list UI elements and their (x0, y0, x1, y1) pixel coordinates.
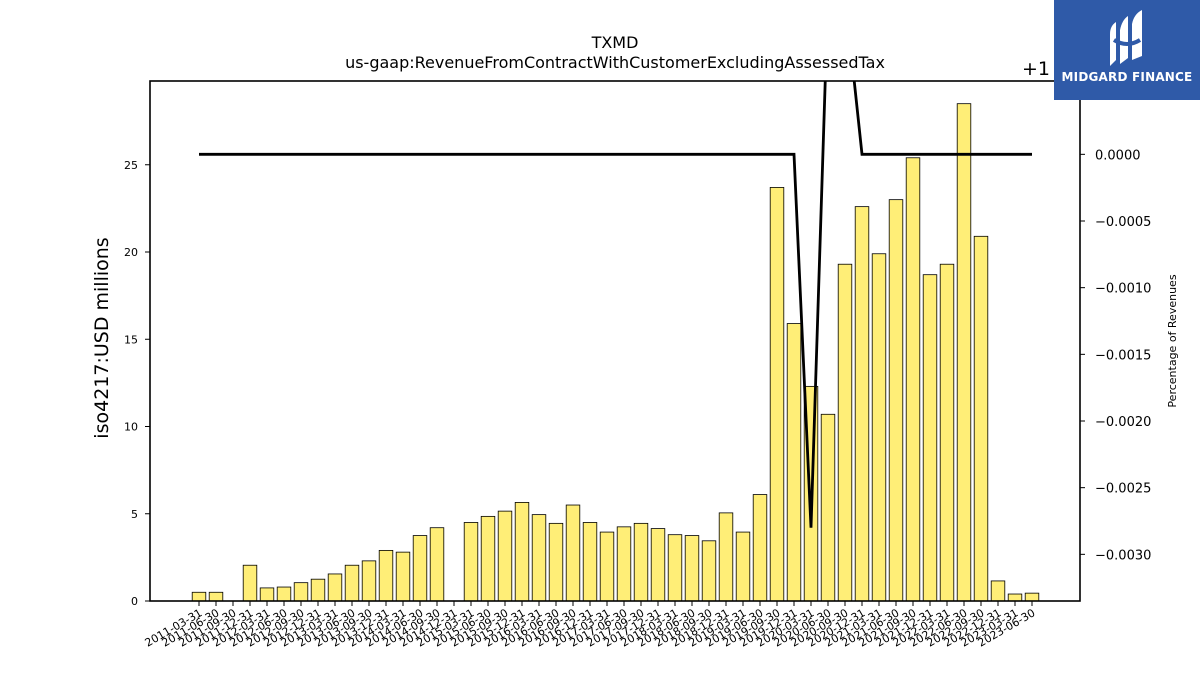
y2-tick-label-0: 0.0000 (1095, 148, 1141, 163)
bar-2012-12-31 (311, 579, 325, 601)
y2-tick-label-3: −0.0015 (1095, 348, 1151, 363)
bar-2015-06-30 (481, 516, 495, 601)
bar-2013-09-30 (362, 561, 376, 601)
bar-2012-03-31 (260, 588, 274, 601)
y2-axis-ticks: 0.0000 −0.0005 −0.0010 −0.0015 −0.0020 −0.002… (1080, 148, 1151, 563)
bar-2019-12-31 (787, 324, 801, 601)
bar-2013-03-31 (328, 574, 342, 601)
bar-2015-12-31 (515, 502, 529, 601)
bar-2017-12-31 (651, 529, 665, 601)
bar-2021-03-31 (872, 254, 886, 601)
y-axis-label: iso4217:USD millions (91, 237, 113, 438)
y2-tick-label-1: −0.0005 (1095, 215, 1151, 230)
bar-2022-06-30 (957, 104, 971, 601)
bar-2017-03-31 (600, 532, 614, 601)
y-axis-ticks: 0 5 10 15 20 25 (124, 159, 150, 608)
bar-2018-12-31 (719, 513, 733, 601)
bar-2018-03-31 (668, 535, 682, 601)
y-tick-label-0: 0 (131, 595, 138, 608)
bar-2020-06-30 (821, 414, 835, 601)
bar-2019-06-30 (753, 495, 767, 601)
bar-2020-12-31 (855, 207, 869, 601)
bar-2022-03-31 (940, 264, 954, 601)
bar-2022-12-31 (991, 581, 1005, 601)
y-tick-label-25: 25 (124, 159, 138, 172)
bar-2021-09-30 (906, 158, 920, 601)
y2-axis-label: Percentage of Revenues (1166, 274, 1179, 407)
bar-2011-06-30 (209, 592, 223, 601)
x-axis-ticks: 2011-03-312011-06-302011-09-302011-12-31… (143, 601, 1038, 650)
y-tick-label-20: 20 (124, 246, 138, 259)
bar-2015-03-31 (464, 522, 478, 601)
bar-2011-03-31 (192, 592, 206, 601)
bar-2013-06-30 (345, 565, 359, 601)
midgard-finance-logo: MIDGARD FINANCE (1054, 0, 1200, 100)
y-tick-label-15: 15 (124, 333, 138, 346)
bar-2016-03-31 (532, 515, 546, 601)
bar-2019-03-31 (736, 532, 750, 601)
bar-2014-06-30 (413, 536, 427, 601)
bar-2023-03-31 (1008, 594, 1022, 601)
bar-2017-06-30 (617, 527, 631, 601)
bar-2012-06-30 (277, 587, 291, 601)
y2-offset-label: +1 (1022, 58, 1050, 80)
y2-tick-label-4: −0.0020 (1095, 415, 1151, 430)
bars-group (192, 104, 1039, 601)
bar-2016-06-30 (549, 523, 563, 601)
y2-tick-label-6: −0.0030 (1095, 548, 1151, 563)
logo-text: MIDGARD FINANCE (1054, 70, 1200, 84)
y2-tick-label-5: −0.0025 (1095, 482, 1151, 497)
y-tick-label-5: 5 (131, 508, 138, 521)
bar-2015-09-30 (498, 511, 512, 601)
bar-2022-09-30 (974, 236, 988, 601)
bar-2016-12-31 (583, 522, 597, 601)
bar-2012-09-30 (294, 583, 308, 601)
bar-2014-09-30 (430, 528, 444, 601)
bar-2013-12-31 (379, 550, 393, 601)
bar-2020-09-30 (838, 264, 852, 601)
bar-2021-06-30 (889, 200, 903, 601)
bar-2018-06-30 (685, 536, 699, 601)
chart-subtitle: us-gaap:RevenueFromContractWithCustomerE… (345, 53, 885, 72)
y2-tick-label-2: −0.0010 (1095, 282, 1151, 297)
bar-2011-12-31 (243, 565, 257, 601)
midgard-logo-icon (1054, 0, 1200, 70)
chart-title: TXMD (591, 33, 639, 52)
bar-2019-09-30 (770, 187, 784, 601)
bar-2018-09-30 (702, 541, 716, 601)
bar-2016-09-30 (566, 505, 580, 601)
y-tick-label-10: 10 (124, 421, 138, 434)
bar-2023-06-30 (1025, 593, 1039, 601)
bar-2021-12-31 (923, 275, 937, 601)
bar-2017-09-30 (634, 523, 648, 601)
bar-2014-03-31 (396, 552, 410, 601)
